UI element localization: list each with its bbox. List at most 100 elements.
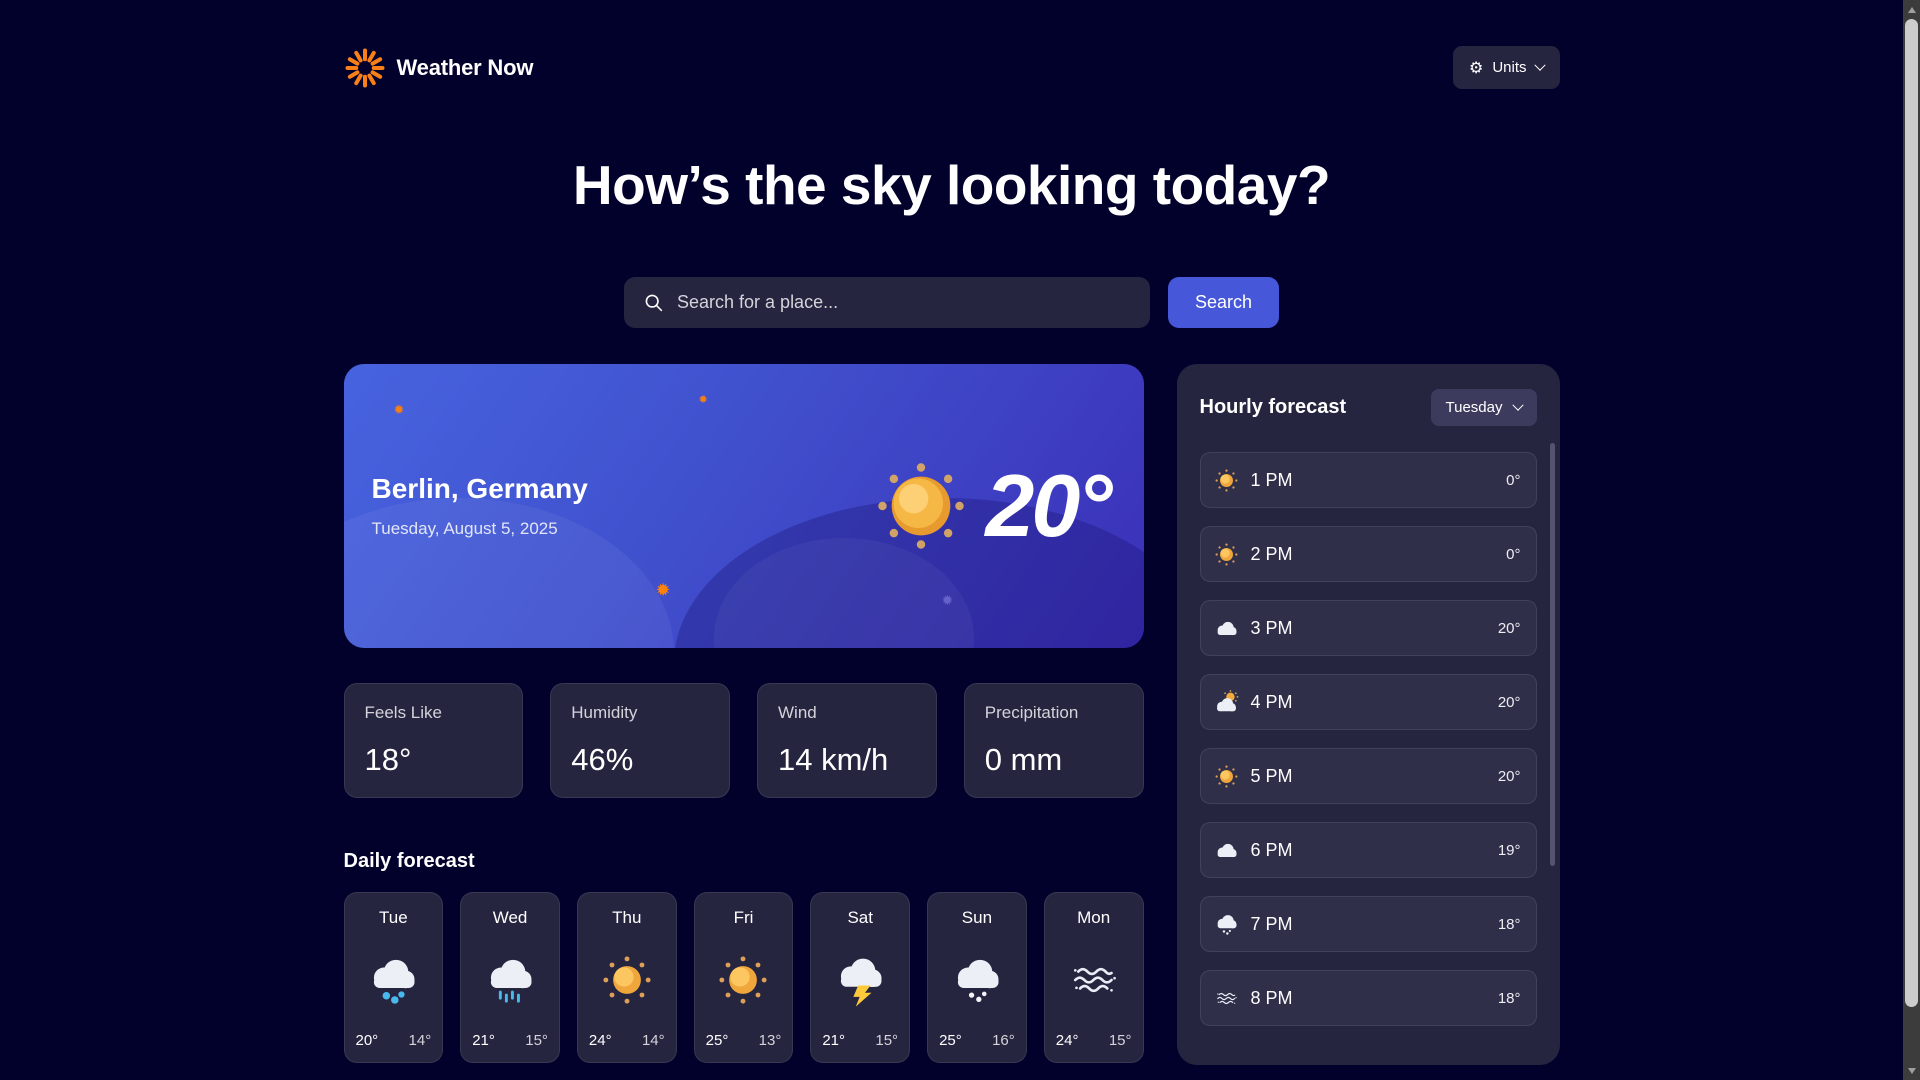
stat-label: Feels Like	[364, 703, 442, 722]
high-temperature: 21°	[472, 1032, 495, 1049]
app-logo[interactable]: Weather Now	[344, 47, 534, 89]
low-temperature: 13°	[758, 1032, 782, 1049]
daily-forecast-card: Thu 24° 14°	[576, 892, 677, 1063]
daily-forecast-card: Mon 24° 15°	[1043, 892, 1144, 1063]
hour-label: 6 PM	[1250, 839, 1293, 860]
low-temperature: 14°	[641, 1032, 665, 1049]
high-temperature: 25°	[705, 1032, 729, 1049]
search-bar: Search	[344, 277, 1560, 328]
rain-icon	[364, 951, 422, 1009]
triangle-up-icon	[1907, 6, 1916, 13]
day-selector-dropdown[interactable]: Tuesday	[1430, 389, 1537, 426]
day-label: Sun	[961, 908, 993, 927]
hour-label: 2 PM	[1250, 543, 1293, 564]
storm-icon	[831, 951, 889, 1009]
low-temperature: 15°	[875, 1032, 899, 1049]
current-date: Tuesday, August 5, 2025	[371, 519, 558, 538]
hour-label: 1 PM	[1250, 469, 1293, 490]
hourly-scrollbar-thumb[interactable]	[1549, 443, 1555, 866]
fog-icon	[1213, 985, 1240, 1012]
stat-value: 46%	[571, 742, 634, 777]
hourly-row: 2 PM 0°	[1199, 526, 1537, 582]
stats-row: Feels Like 18° Humidity 46% Wind 14 km/h Preci…	[343, 683, 1144, 798]
hourly-row: 5 PM 20°	[1199, 748, 1537, 804]
high-temperature: 24°	[588, 1032, 612, 1049]
stat-card: Humidity 46%	[550, 683, 730, 798]
page-scrollbar-thumb[interactable]	[1905, 19, 1918, 1007]
current-temperature: 20°	[985, 456, 1112, 555]
hourly-row: 8 PM 18°	[1199, 970, 1537, 1026]
sun-icon	[877, 462, 965, 550]
units-button[interactable]: ⚙ Units	[1452, 46, 1560, 89]
hour-label: 3 PM	[1250, 617, 1293, 638]
stat-value: 0 mm	[984, 742, 1063, 777]
sun-icon	[714, 951, 772, 1009]
hourly-forecast-panel: Hourly forecast Tuesday 1 PM 0° 2 PM 0° 3 PM…	[1176, 364, 1560, 1065]
hour-temperature: 20°	[1497, 767, 1521, 785]
day-label: Wed	[492, 908, 528, 927]
daily-forecast-list: Tue 20° 14° Wed 21° 15° Thu 24° 14° Fri 25° 13° Sat 2…	[343, 892, 1144, 1063]
daily-forecast-card: Wed 21° 15°	[460, 892, 560, 1063]
day-selector-label: Tuesday	[1445, 399, 1503, 416]
hourly-row: 3 PM 20°	[1199, 600, 1537, 656]
search-input[interactable]	[624, 277, 1150, 328]
sparkle-icon: ✹	[698, 393, 708, 406]
hourly-row: 7 PM 18°	[1199, 896, 1537, 952]
drizzle-icon	[481, 951, 539, 1009]
sun-icon	[1213, 467, 1240, 494]
hour-temperature: 19°	[1497, 841, 1521, 859]
hourly-list: 1 PM 0° 2 PM 0° 3 PM 20° 4 PM 20° 5 PM 20° 6 PM 19°…	[1199, 452, 1537, 1026]
daily-forecast-card: Sat 21° 15°	[810, 892, 911, 1063]
hourly-row: 6 PM 19°	[1199, 822, 1537, 878]
stat-label: Wind	[778, 703, 817, 722]
hour-temperature: 0°	[1506, 545, 1521, 563]
stat-card: Feels Like 18°	[343, 683, 524, 798]
stat-value: 14 km/h	[778, 742, 889, 777]
scroll-up-button[interactable]	[1903, 1, 1920, 18]
low-temperature: 15°	[525, 1032, 548, 1049]
low-temperature: 16°	[992, 1032, 1015, 1049]
hourly-row: 1 PM 0°	[1199, 452, 1537, 508]
cloud-icon	[1213, 615, 1240, 642]
daily-forecast-card: Fri 25° 13°	[693, 892, 794, 1063]
stat-card: Wind 14 km/h	[757, 683, 937, 798]
sun-logo-icon	[344, 47, 385, 88]
hour-temperature: 0°	[1506, 471, 1521, 489]
hour-label: 7 PM	[1250, 913, 1293, 934]
scroll-down-button[interactable]	[1903, 1062, 1920, 1079]
sun-icon	[1213, 763, 1240, 790]
day-label: Thu	[612, 908, 642, 927]
high-temperature: 20°	[355, 1032, 379, 1049]
current-location: Berlin, Germany	[371, 473, 588, 504]
cloud-icon	[1213, 837, 1240, 864]
sun-icon	[598, 951, 656, 1009]
hour-temperature: 20°	[1497, 619, 1521, 637]
daily-forecast-title: Daily forecast	[343, 850, 475, 872]
page-scrollbar[interactable]	[1903, 0, 1920, 1080]
search-button[interactable]: Search	[1168, 277, 1279, 328]
chevron-down-icon	[1511, 399, 1524, 411]
daily-forecast-card: Sun 25° 16°	[927, 892, 1027, 1063]
hour-temperature: 18°	[1497, 989, 1521, 1007]
sparkle-icon: ✹	[941, 593, 954, 609]
day-label: Sat	[847, 908, 873, 927]
page-title: How’s the sky looking today?	[572, 154, 1331, 216]
stat-value: 18°	[364, 742, 412, 777]
stat-card: Precipitation 0 mm	[963, 683, 1144, 798]
hour-temperature: 18°	[1497, 915, 1521, 933]
hour-label: 8 PM	[1250, 987, 1293, 1008]
stat-label: Precipitation	[984, 703, 1079, 722]
day-label: Mon	[1077, 908, 1111, 927]
sun-icon	[1213, 541, 1240, 568]
fog-icon	[1065, 951, 1123, 1009]
header: Weather Now ⚙ Units	[344, 0, 1560, 89]
app-title: Weather Now	[396, 54, 534, 80]
hour-label: 5 PM	[1250, 765, 1293, 786]
search-icon	[645, 294, 663, 312]
low-temperature: 14°	[408, 1032, 432, 1049]
daily-forecast-card: Tue 20° 14°	[343, 892, 444, 1063]
high-temperature: 24°	[1055, 1032, 1079, 1049]
stat-label: Humidity	[571, 703, 638, 722]
low-temperature: 15°	[1108, 1032, 1132, 1049]
